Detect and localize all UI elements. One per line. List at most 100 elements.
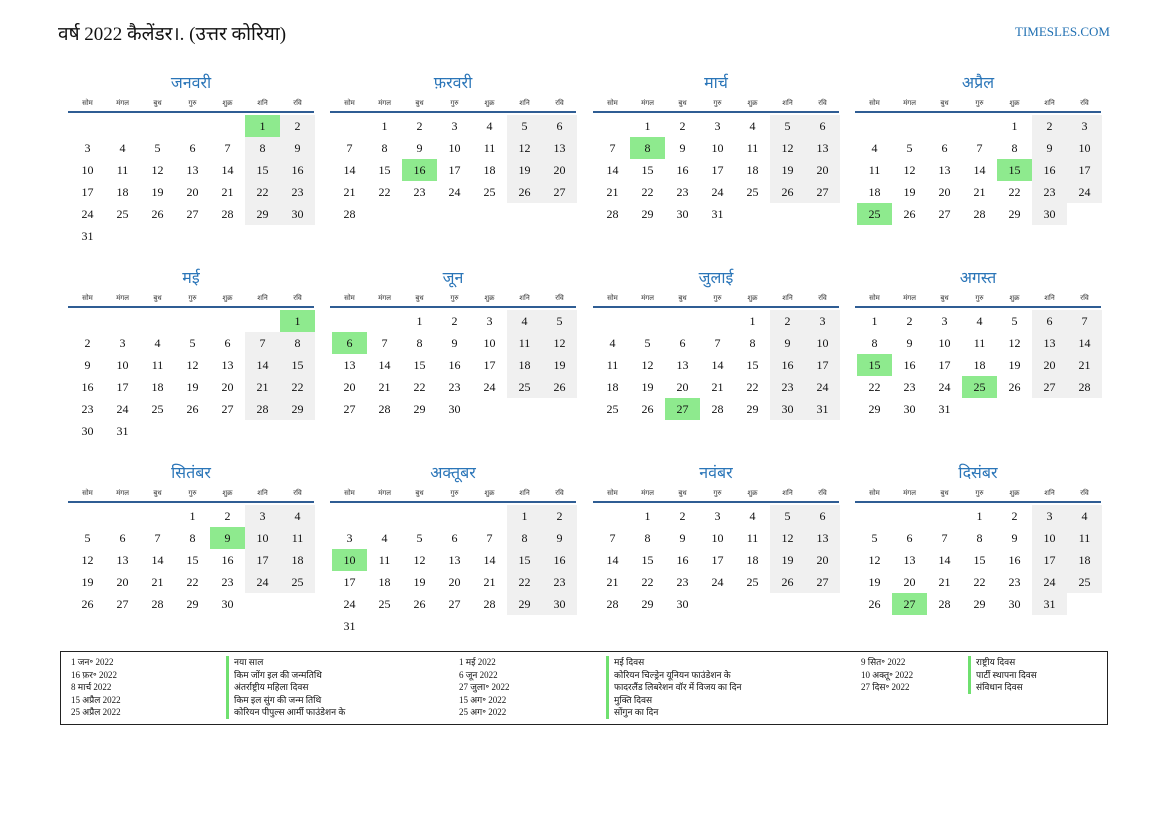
day-cell: 17: [81, 185, 94, 199]
empty-cell: [332, 115, 367, 137]
day-cell: 21: [1067, 354, 1102, 376]
day-cell: 21: [711, 380, 724, 394]
weekday-label: रवि: [818, 294, 827, 302]
weekday-label: शुक्र: [1009, 489, 1020, 497]
day-cell: 30: [903, 402, 916, 416]
day-cell: 9: [84, 358, 91, 372]
month-name: फ़रवरी: [433, 73, 473, 92]
day-cell: 20: [1032, 354, 1067, 376]
day-cell: 10: [1032, 527, 1067, 549]
day-cell: 6: [1032, 310, 1067, 332]
day-cell: 17: [1032, 549, 1067, 571]
day-cell: 22: [746, 380, 759, 394]
day-cell: 28: [483, 597, 496, 611]
weekday-label: बुध: [415, 99, 424, 107]
day-cell: 3: [714, 119, 721, 133]
day-cell: 9: [906, 336, 913, 350]
day-cell: 11: [483, 141, 496, 155]
day-cell: 8: [245, 137, 280, 159]
weekday-label: रवि: [818, 489, 827, 497]
day-cell: 4: [381, 531, 388, 545]
page-title: वर्ष 2022 कैलेंडर।. (उत्तर कोरिया): [58, 24, 287, 45]
weekday-label: शनि: [1044, 294, 1055, 302]
day-cell: 29: [413, 402, 426, 416]
day-cell: 28: [221, 207, 234, 221]
day-cell: 17: [1067, 159, 1102, 181]
weekday-label: मंगल: [378, 99, 391, 107]
day-cell: 29: [507, 593, 542, 615]
day-cell: 20: [221, 380, 234, 394]
day-cell: 3: [714, 509, 721, 523]
day-cell: 17: [448, 163, 461, 177]
day-cell: 7: [714, 336, 721, 350]
empty-cell: [175, 310, 210, 332]
day-grid: 1 2 3 4 5 6 7 8 9 10 11 12 13 14 15 16 17 18 19 20 21 22 23 24 2…: [332, 310, 577, 420]
day-cell: 26: [186, 402, 199, 416]
empty-cell: [857, 115, 892, 137]
day-cell: 16: [1008, 553, 1021, 567]
day-cell: 9: [416, 141, 423, 155]
day-cell: 27: [221, 402, 234, 416]
day-cell: 31: [343, 619, 356, 633]
day-cell: 13: [448, 553, 461, 567]
day-cell: 5: [189, 336, 196, 350]
day-cell: 16: [676, 553, 689, 567]
day-cell: 22: [507, 571, 542, 593]
day-cell: 4: [749, 119, 756, 133]
day-cell: 28: [711, 402, 724, 416]
day-cell: 27: [542, 181, 577, 203]
day-cell: 17: [805, 354, 840, 376]
weekday-label: गुरु: [188, 99, 197, 107]
holiday-day-cell: 27: [892, 593, 927, 615]
day-cell: 6: [189, 141, 196, 155]
day-cell: 30: [676, 207, 689, 221]
empty-cell: [105, 310, 140, 332]
weekday-label: शुक्र: [222, 99, 233, 107]
empty-cell: [595, 310, 630, 332]
legend-date: 10 अक्तू॰ 2022: [861, 669, 914, 680]
day-cell: 17: [116, 380, 129, 394]
weekday-label: सोम: [82, 294, 93, 302]
legend-date: 16 फ़र॰ 2022: [71, 669, 117, 680]
holiday-day-cell: 8: [630, 137, 665, 159]
weekday-label: मंगल: [641, 294, 654, 302]
legend-holiday: कोरियन चिल्ड्रेन यूनियन फाउंडेशन के: [606, 668, 742, 682]
day-cell: 27: [938, 207, 951, 221]
day-cell: 21: [483, 575, 496, 589]
day-cell: 10: [805, 332, 840, 354]
day-cell: 12: [542, 332, 577, 354]
day-cell: 7: [1067, 310, 1102, 332]
day-grid: 1 2 3 4 5 6 7 8 9 10 11 12 13 14 15 16 17 18 19 20 21 22 23 24 2…: [332, 505, 577, 637]
day-cell: 20: [186, 185, 199, 199]
brand-link[interactable]: TIMESLES.COM: [1015, 24, 1110, 39]
day-cell: 3: [941, 314, 948, 328]
weekday-label: मंगल: [378, 294, 391, 302]
day-cell: 16: [81, 380, 94, 394]
empty-cell: [367, 505, 402, 527]
day-cell: 22: [413, 380, 426, 394]
day-cell: 8: [280, 332, 315, 354]
day-cell: 18: [116, 185, 129, 199]
day-cell: 28: [1067, 376, 1102, 398]
month-block: सितंबर सोम मंगल बुध गुरु शुक्र शनि रवि 1 2 3 4 5 6 7 8 9…: [68, 462, 315, 615]
day-cell: 12: [903, 163, 916, 177]
weekday-label: गुरु: [713, 99, 722, 107]
weekday-label: गुरु: [450, 294, 459, 302]
day-grid: 1 2 3 4 5 6 7 8 9 10 11 12 13 14 15 16 17 18 19 20 21 22 23 24 2…: [70, 115, 315, 247]
day-cell: 8: [644, 531, 651, 545]
empty-cell: [437, 505, 472, 527]
day-cell: 20: [938, 185, 951, 199]
day-cell: 17: [938, 358, 951, 372]
day-cell: 27: [448, 597, 461, 611]
day-cell: 16: [770, 354, 805, 376]
day-cell: 16: [903, 358, 916, 372]
legend-holiday: पार्टी स्थापना दिवस: [968, 668, 1037, 682]
legend-holiday: फादरलैंड लिबरेशन वॉर में विजय का दिन: [606, 681, 742, 694]
day-grid: 1 2 3 4 5 6 7 8 9 10 11 12 13 14 15 16 17 18 19 20 21 22 23 24 2…: [70, 310, 315, 442]
day-cell: 14: [245, 354, 280, 376]
day-cell: 6: [805, 505, 840, 527]
day-cell: 19: [151, 185, 164, 199]
day-cell: 10: [81, 163, 94, 177]
legend-date: 15 अप्रैल 2022: [71, 694, 121, 705]
weekday-label: शनि: [257, 99, 268, 107]
